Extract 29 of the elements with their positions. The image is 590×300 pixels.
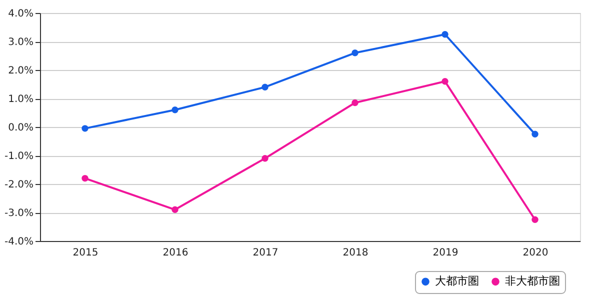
y-tick-label: 2.0% [8,66,34,76]
y-tick-label: -4.0% [4,236,34,248]
x-tick-label: 2020 [522,248,548,258]
y-tick-label: 4.0% [8,8,34,20]
point [352,99,358,106]
y-tick-label: -1.0% [4,151,34,162]
x-tick-label: 2016 [162,248,188,258]
x-tick-label: 2018 [342,248,368,258]
y-tick-label: 1.0% [8,94,34,105]
point [532,130,538,138]
x-tick-label: 2017 [252,248,278,258]
point [442,31,448,38]
legend-label: 非大都市圏 [505,274,560,288]
y-tick-label: -2.0% [4,180,34,190]
point [172,106,178,114]
point [82,125,88,132]
y-tick-label: 3.0% [8,37,34,48]
point [172,206,178,213]
point [352,50,358,56]
y-tick-label: 0.0% [8,122,34,134]
point [532,216,538,223]
x-tick-label: 2015 [72,248,98,258]
point [82,174,88,182]
legend-label: 大都市圏 [435,274,479,288]
x-tick-label: 2019 [432,248,458,258]
point [442,78,448,85]
y-tick-label: -3.0% [4,208,34,219]
point [262,84,268,90]
point [262,155,268,162]
